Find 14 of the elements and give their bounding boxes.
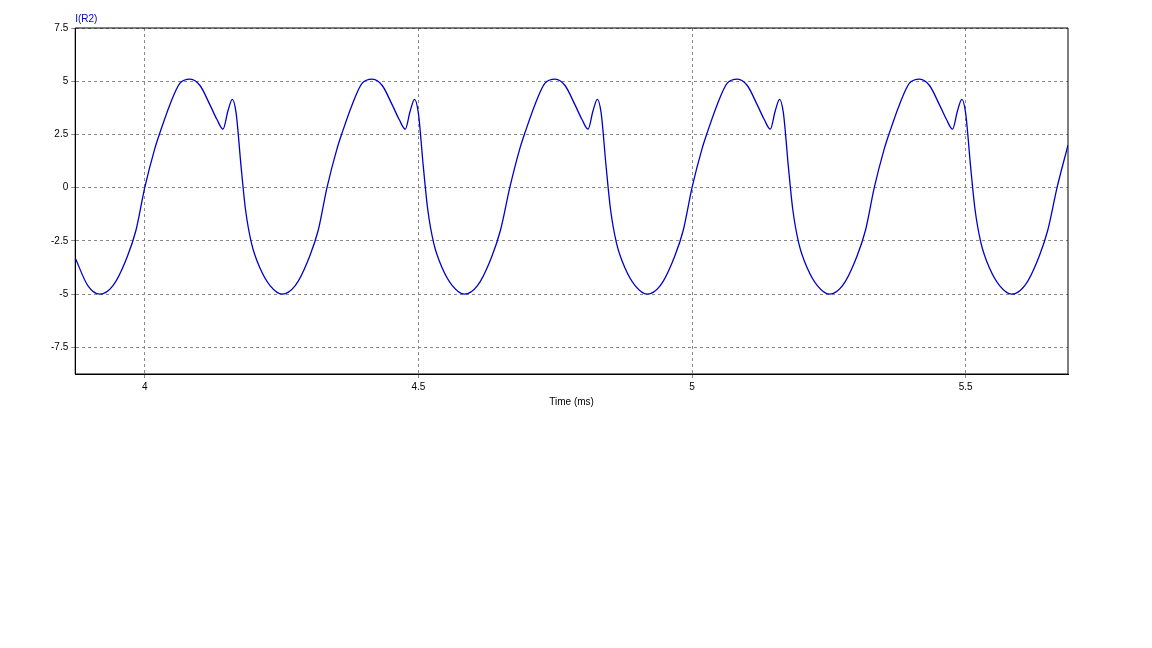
line-series [75, 78, 1068, 295]
x-tick-label: 4.5 [411, 380, 426, 392]
y-tick-label: -5 [59, 287, 69, 299]
y-tick-label: 0 [62, 181, 69, 193]
y-axis-title: I(R2) [75, 12, 98, 24]
y-tick-label: -2.5 [51, 234, 69, 246]
x-tick-label: 5.5 [958, 380, 974, 392]
x-axis-title: Time (ms) [549, 395, 594, 407]
x-tick-label: 4 [141, 380, 148, 392]
y-tick-label: 7.5 [54, 21, 69, 33]
y-tick-label: 5 [62, 74, 69, 86]
y-tick-label: -7.5 [51, 341, 69, 353]
x-tick-label: 5 [689, 380, 696, 392]
y-tick-label: 2.5 [54, 128, 69, 140]
